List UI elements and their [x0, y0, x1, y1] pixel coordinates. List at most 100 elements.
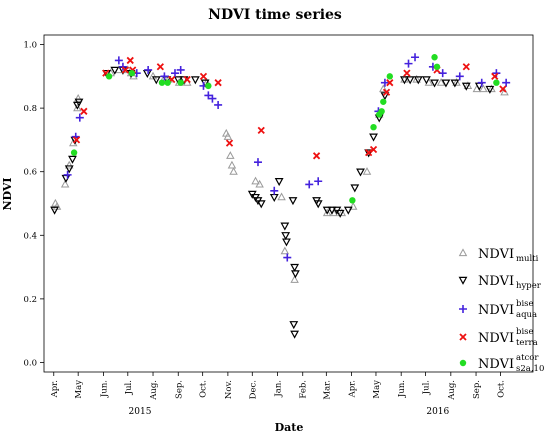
legend-superscript: bise — [516, 327, 534, 337]
point-bise-aqua — [404, 59, 413, 68]
point-hyper — [74, 98, 84, 107]
point-bise-terra — [403, 69, 411, 77]
point-hyper — [350, 184, 360, 193]
year-label: 2015 — [129, 407, 152, 417]
x-tick-label: Apr. — [348, 380, 358, 398]
point-multi — [223, 132, 233, 140]
legend-name: NDVI — [478, 247, 514, 262]
point-multi — [148, 71, 158, 80]
legend-marker-bise-terra — [459, 333, 467, 341]
point-bise-terra — [312, 152, 321, 160]
point-bise-aqua — [270, 186, 279, 195]
point-bise-terra — [121, 66, 130, 74]
point-multi — [463, 81, 473, 89]
point-atcor-s2a-10 — [177, 79, 184, 86]
y-tick-label: 0.4 — [23, 231, 37, 241]
y-tick-label: 0.2 — [23, 295, 37, 305]
point-multi — [73, 93, 83, 102]
point-bise-aqua — [114, 56, 123, 65]
x-tick-label: Oct. — [199, 380, 209, 398]
x-tick-label: Jul. — [124, 380, 134, 395]
point-atcor-s2a-10 — [370, 123, 377, 131]
point-atcor-s2a-10 — [205, 82, 212, 90]
point-atcor-s2a-10 — [158, 79, 166, 86]
point-multi — [479, 84, 488, 93]
point-hyper — [405, 76, 415, 85]
point-bise-aqua — [208, 94, 217, 103]
point-hyper — [281, 232, 291, 241]
point-bise-terra — [225, 139, 234, 147]
point-multi — [73, 103, 82, 112]
point-hyper — [274, 178, 284, 187]
point-atcor-s2a-10 — [493, 79, 500, 86]
chart-title: NDVI time series — [208, 7, 342, 23]
point-atcor-s2a-10 — [378, 108, 385, 115]
point-multi — [322, 208, 332, 217]
point-atcor-s2a-10 — [431, 54, 438, 61]
x-tick-label: Aug. — [149, 380, 159, 401]
point-atcor-s2a-10 — [349, 197, 356, 204]
point-atcor-s2a-10 — [70, 149, 78, 156]
point-bise-terra — [257, 126, 265, 135]
point-bise-terra — [386, 79, 394, 87]
x-tick-label: Oct. — [496, 380, 506, 398]
point-hyper — [441, 79, 451, 88]
point-bise-aqua — [283, 253, 292, 262]
point-bise-terra — [382, 88, 391, 96]
point-bise-aqua — [176, 65, 185, 74]
point-multi — [500, 87, 509, 96]
legend-subscript: hyper — [516, 281, 542, 291]
point-multi — [64, 160, 74, 169]
point-hyper — [335, 209, 345, 218]
point-bise-terra — [365, 148, 373, 157]
legend-name: NDVI — [478, 331, 514, 346]
legend-label-bise-aqua: NDVI bise aqua — [478, 299, 537, 320]
legend-subscript: terra — [516, 338, 538, 348]
point-hyper — [356, 168, 365, 177]
point-hyper — [430, 79, 439, 88]
point-hyper — [269, 193, 279, 202]
point-hyper — [68, 155, 77, 164]
point-multi — [60, 179, 70, 188]
point-bise-aqua — [204, 91, 213, 100]
point-atcor-s2a-10 — [380, 98, 387, 105]
point-multi — [280, 246, 290, 255]
point-hyper — [290, 263, 300, 272]
legend-marker-multi — [458, 248, 468, 257]
x-tick-label: Dec. — [248, 380, 258, 399]
point-hyper — [142, 69, 152, 78]
y-axis-label: NDVI — [1, 177, 14, 210]
y-tick-label: 0.8 — [23, 104, 37, 114]
legend-subscript: multi — [516, 254, 539, 264]
point-hyper — [289, 321, 299, 330]
point-bise-aqua — [314, 177, 323, 186]
x-tick-label: Aug. — [447, 380, 457, 401]
point-multi — [290, 275, 299, 283]
point-hyper — [450, 79, 460, 88]
point-bise-terra — [72, 136, 81, 144]
point-hyper — [288, 197, 298, 206]
data-points — [50, 53, 511, 339]
point-bise-terra — [369, 145, 378, 154]
point-multi — [227, 160, 237, 169]
point-multi — [452, 78, 461, 86]
point-hyper — [343, 206, 353, 215]
point-hyper — [485, 85, 495, 94]
point-multi — [229, 167, 238, 175]
point-bise-terra — [499, 85, 507, 93]
point-bise-aqua — [144, 65, 153, 74]
legend-label-bise-terra: NDVI bise terra — [478, 327, 538, 348]
legend-marker-hyper — [458, 276, 468, 285]
point-bise-terra — [214, 79, 222, 87]
point-bise-aqua — [305, 180, 314, 189]
point-atcor-s2a-10 — [433, 63, 441, 70]
point-hyper — [413, 76, 423, 85]
point-atcor-s2a-10 — [164, 79, 171, 86]
point-bise-terra — [80, 107, 88, 115]
legend-subscript: aqua — [516, 310, 537, 320]
point-hyper — [421, 76, 431, 85]
x-tick-label: Jun. — [397, 380, 407, 398]
legend-name: NDVI — [478, 274, 514, 289]
point-multi — [412, 74, 421, 83]
